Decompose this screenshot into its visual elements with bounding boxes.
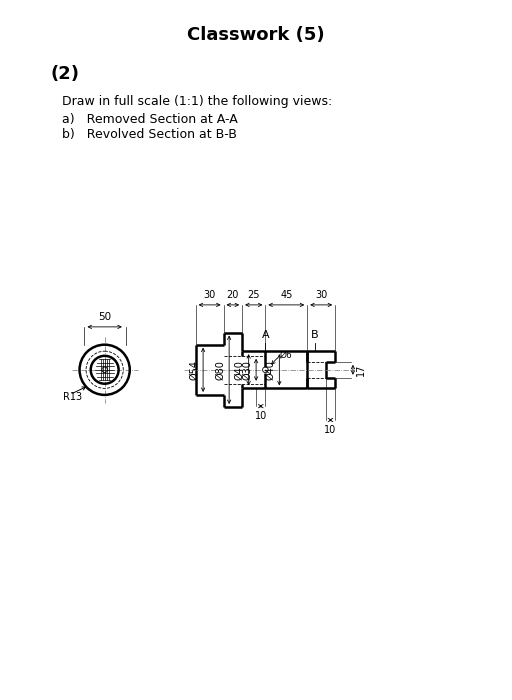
Text: Classwork (5): Classwork (5)	[187, 26, 325, 43]
Text: Draw in full scale (1:1) the following views:: Draw in full scale (1:1) the following v…	[62, 94, 332, 108]
Text: b)   Revolved Section at B-B: b) Revolved Section at B-B	[62, 128, 237, 141]
Text: a)   Removed Section at A-A: a) Removed Section at A-A	[62, 113, 238, 125]
Text: 50: 50	[98, 312, 111, 322]
Text: 45: 45	[280, 290, 292, 300]
Text: Ø40: Ø40	[234, 360, 245, 379]
Text: Ø30: Ø30	[242, 360, 252, 379]
Text: Ø54: Ø54	[189, 360, 199, 380]
Text: R13: R13	[63, 393, 82, 402]
Text: 30: 30	[315, 290, 327, 300]
Text: Ø6: Ø6	[279, 351, 292, 359]
Text: Ø40: Ø40	[265, 360, 275, 379]
Text: B: B	[311, 330, 318, 340]
Text: 10: 10	[254, 411, 267, 421]
Text: Ø80: Ø80	[215, 360, 225, 379]
Text: A: A	[262, 330, 269, 340]
Text: (2): (2)	[50, 65, 79, 83]
Text: 10: 10	[325, 425, 336, 435]
Text: 25: 25	[247, 290, 260, 300]
Text: 30: 30	[203, 290, 216, 300]
Text: 20: 20	[227, 290, 239, 300]
Text: 17: 17	[356, 363, 366, 376]
